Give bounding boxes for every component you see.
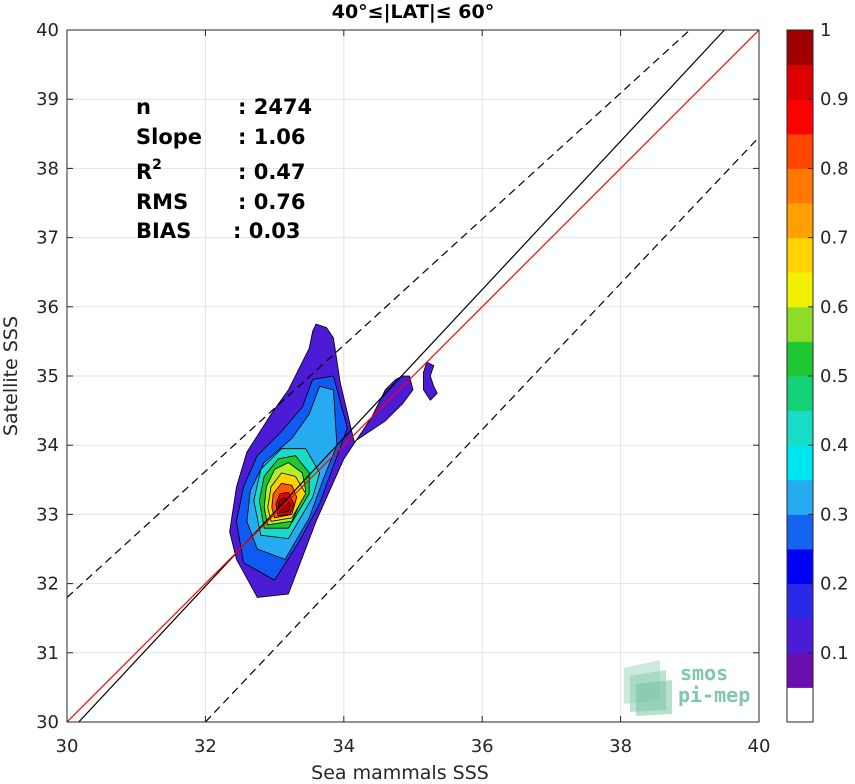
x-tick-label-5: 40 (748, 736, 771, 757)
logo-wave-icon (624, 660, 672, 716)
colorbar-band-14 (787, 203, 813, 239)
smos-pi-mep-logo: smos pi-mep (624, 660, 750, 716)
stat-r2-value: : 0.47 (238, 160, 306, 184)
chart-title: 40°≤|LAT|≤ 60° (332, 1, 495, 23)
x-tick-label-1: 32 (194, 736, 217, 757)
colorbar-tick-label-9: 1 (820, 20, 831, 41)
colorbar-tick-label-4: 0.5 (820, 366, 849, 387)
x-tick-label-4: 38 (609, 736, 632, 757)
stat-r2-sup: 2 (152, 157, 162, 173)
y-tick-label-3: 33 (36, 504, 59, 525)
colorbar-tick-label-0: 0.1 (820, 643, 849, 664)
colorbar-tick-label-3: 0.4 (820, 435, 849, 456)
colorbar-tick-label-7: 0.8 (820, 158, 849, 179)
reference-lines (67, 30, 759, 722)
colorbar-band-4 (787, 549, 813, 585)
stat-rms-label: RMS (136, 190, 188, 214)
colorbar-tick-label-5: 0.6 (820, 297, 849, 318)
stat-n-label: n (136, 95, 151, 119)
contour-island-0 (422, 361, 438, 401)
colorbar-tick-label-1: 0.2 (820, 574, 849, 595)
x-axis-ticks: 30 32 34 36 38 40 (56, 30, 771, 757)
colorbar-band-18 (787, 64, 813, 100)
y-tick-label-9: 39 (36, 89, 59, 110)
y-tick-label-6: 36 (36, 297, 59, 318)
identity-line (78, 30, 725, 722)
y-tick-label-10: 40 (36, 20, 59, 41)
y-tick-label-7: 37 (36, 228, 59, 249)
colorbar-band-1 (787, 652, 813, 688)
grid (66, 29, 760, 723)
colorbar-band-0 (787, 687, 813, 723)
regression-line (67, 30, 759, 722)
colorbar-band-10 (787, 341, 813, 377)
x-tick-label-0: 30 (56, 736, 79, 757)
y-axis-label: Satellite SSS (0, 316, 22, 436)
stat-rms-value: : 0.76 (238, 190, 306, 214)
y-tick-label-4: 34 (36, 435, 59, 456)
colorbar-band-6 (787, 479, 813, 515)
plot-area: smos pi-mep (66, 29, 760, 723)
lower-bound-line (204, 136, 759, 722)
y-tick-label-5: 35 (36, 366, 59, 387)
colorbar-tick-label-8: 0.9 (820, 89, 849, 110)
colorbar-tick-label-2: 0.3 (820, 504, 849, 525)
colorbar-tick-label-6: 0.7 (820, 228, 849, 249)
stat-r2-label: R2 (136, 157, 162, 184)
colorbar-band-8 (787, 410, 813, 446)
colorbar (786, 29, 814, 723)
stat-bias-label: BIAS (136, 219, 191, 243)
logo-text-pi-mep: pi-mep (678, 683, 750, 707)
x-tick-label-2: 34 (332, 736, 355, 757)
colorbar-band-2 (787, 618, 813, 654)
statistics-box: n : 2474 Slope : 1.06 R2 : 0.47 RMS : 0.… (136, 95, 312, 243)
colorbar-band-3 (787, 583, 813, 619)
x-axis-label: Sea mammals SSS (311, 762, 489, 784)
colorbar-band-15 (787, 168, 813, 204)
stat-slope-label: Slope (136, 125, 202, 149)
y-tick-label-0: 30 (36, 712, 59, 733)
stat-slope-value: : 1.06 (238, 125, 306, 149)
colorbar-band-9 (787, 376, 813, 412)
x-tick-label-3: 36 (471, 736, 494, 757)
colorbar-band-7 (787, 445, 813, 481)
y-tick-label-2: 32 (36, 574, 59, 595)
colorbar-band-11 (787, 306, 813, 342)
y-tick-label-1: 31 (36, 643, 59, 664)
colorbar-ticks: 0.1 0.2 0.3 0.4 0.5 0.6 0.7 0.8 0.9 1 (808, 20, 849, 664)
colorbar-band-19 (787, 30, 813, 66)
colorbar-band-13 (787, 237, 813, 273)
colorbar-band-17 (787, 99, 813, 135)
colorbar-band-5 (787, 514, 813, 550)
stat-r2-base: R (136, 160, 152, 184)
colorbar-band-16 (787, 133, 813, 169)
logo-text-smos: smos (680, 661, 728, 685)
colorbar-band-12 (787, 272, 813, 308)
stat-bias-value: : 0.03 (233, 219, 301, 243)
y-axis-ticks: 30 31 32 33 34 35 36 37 38 39 40 (36, 20, 759, 733)
stat-n-value: : 2474 (238, 95, 312, 119)
upper-bound-line (67, 30, 691, 598)
y-tick-label-8: 38 (36, 158, 59, 179)
